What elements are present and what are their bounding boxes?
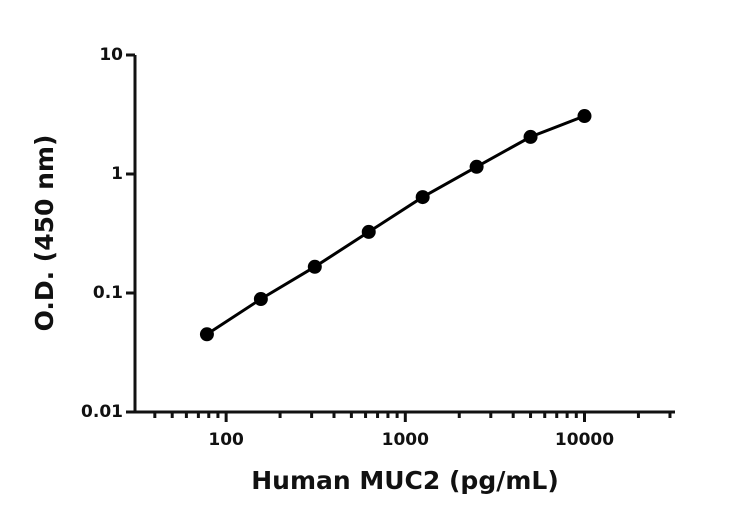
y-tick-label: 0.1	[93, 283, 123, 303]
x-tick-label: 10000	[555, 430, 614, 450]
point	[469, 159, 484, 174]
y-tick-label: 0.01	[81, 402, 123, 422]
y-tick-label: 1	[111, 164, 123, 184]
x-tick-label: 1000	[382, 430, 429, 450]
point	[523, 129, 538, 144]
point	[577, 109, 592, 124]
point	[307, 259, 322, 274]
point	[361, 224, 376, 239]
point	[415, 190, 430, 205]
y-tick-label: 10	[99, 45, 123, 65]
point	[199, 327, 214, 342]
x-axis-title: Human MUC2 (pg/mL)	[251, 466, 559, 495]
point	[253, 292, 268, 307]
y-axis-title: O.D. (450 nm)	[30, 135, 59, 332]
x-tick-label: 100	[208, 430, 244, 450]
curve	[206, 114, 586, 336]
